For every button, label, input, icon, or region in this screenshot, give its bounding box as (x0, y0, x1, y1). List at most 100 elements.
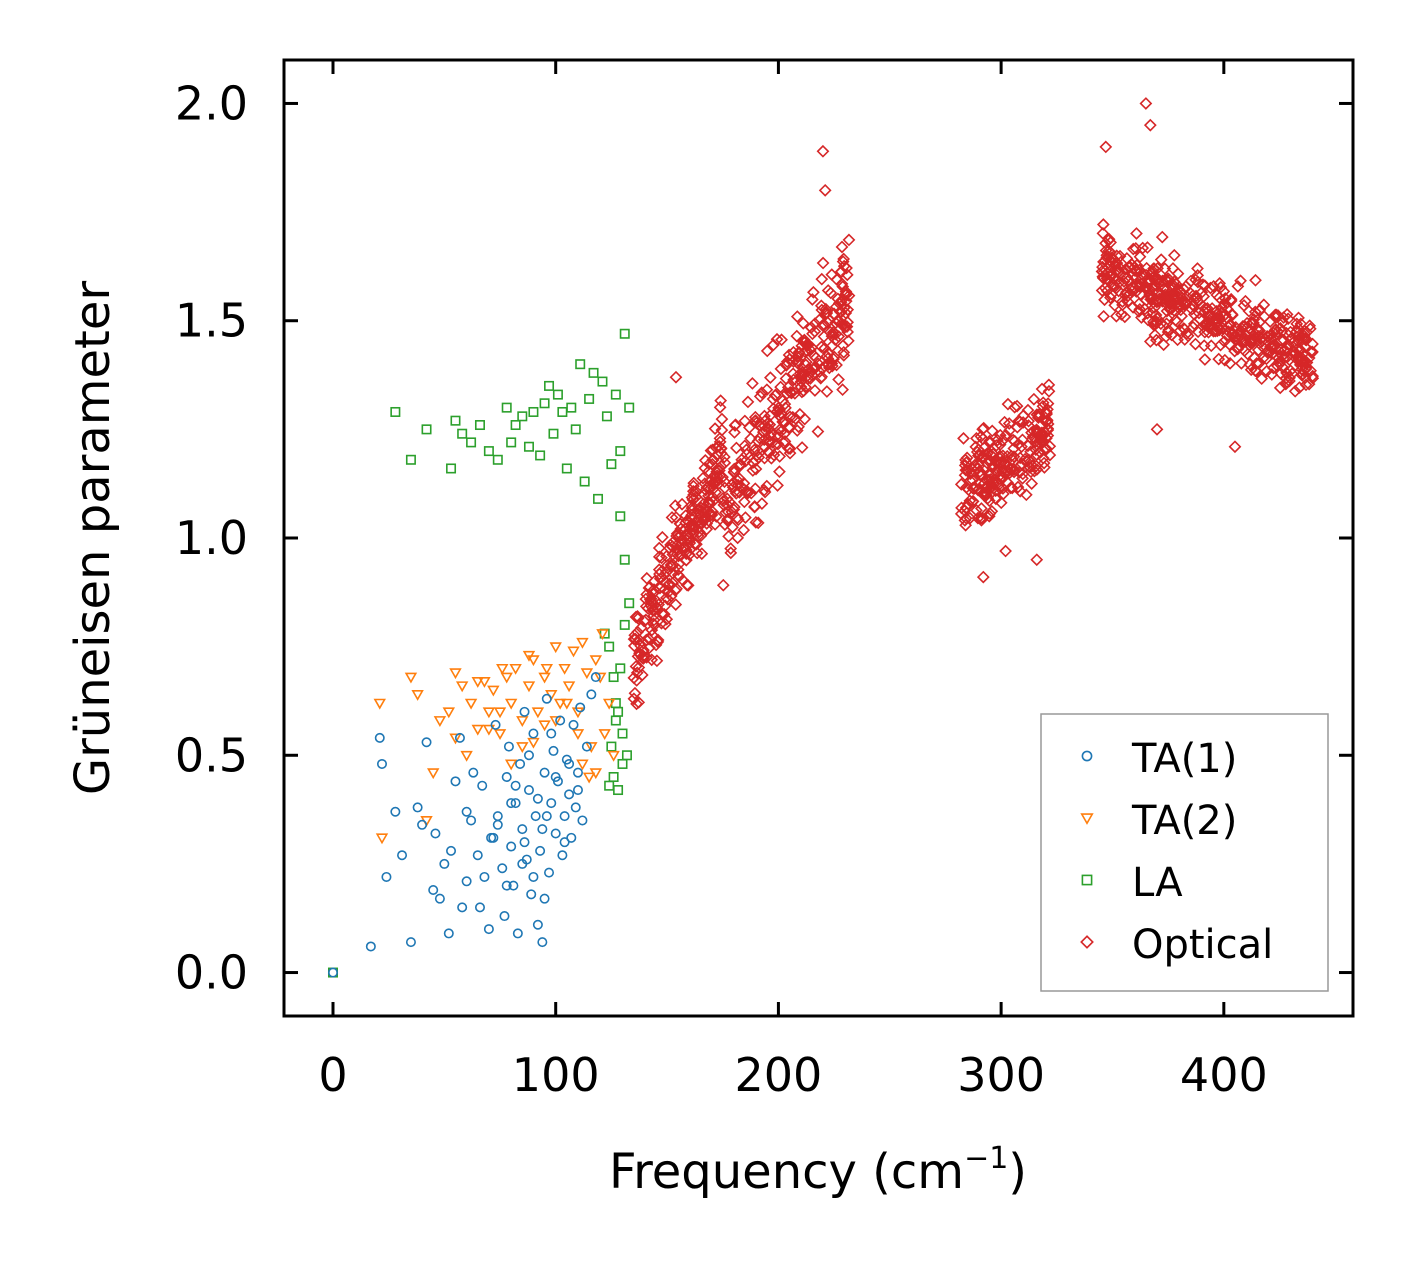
point-ta-1-51 (544, 867, 555, 878)
point-optical-c3-480 (1110, 249, 1124, 263)
point-ta-2-24 (538, 672, 551, 684)
point-ta-1-34 (506, 841, 517, 852)
point-optical-c2-188 (999, 464, 1012, 478)
point-optical-c1-225 (779, 372, 793, 385)
point-optical-c2-175 (1033, 446, 1047, 459)
point-optical-c3-460 (1212, 291, 1226, 305)
point-optical-c2-233 (1036, 399, 1050, 413)
point-optical-c0-29 (675, 497, 689, 511)
point-optical-c1-284 (770, 332, 784, 346)
point-ta-1-79 (559, 837, 570, 848)
point-optical-c2-227 (981, 491, 995, 505)
point-la-1 (390, 406, 401, 417)
point-optical-c3-165 (1179, 279, 1193, 293)
point-la-3 (421, 424, 432, 435)
point-optical-c3-443 (1229, 320, 1243, 334)
point-optical-c1-209 (817, 318, 831, 332)
point-optical-c3-345 (1279, 377, 1293, 391)
point-optical-c1-308 (836, 318, 849, 332)
point-la-13 (510, 420, 521, 431)
point-optical-c1-278 (720, 514, 734, 527)
point-optical-c1-273 (739, 485, 753, 499)
point-optical-c1-319 (767, 338, 780, 352)
point-optical-c1-151 (807, 285, 820, 299)
point-ta-1-53 (548, 745, 559, 756)
point-optical-c2-198 (993, 438, 1007, 451)
point-optical-c2-96 (991, 433, 1004, 447)
point-ta-1-54 (550, 828, 561, 839)
point-optical-c3-448 (1191, 269, 1205, 282)
point-ta-1-65 (575, 702, 586, 713)
point-ta-2-10 (460, 750, 473, 762)
point-optical-c1-42 (744, 486, 758, 500)
point-optical-c3-512 (1145, 292, 1158, 306)
point-optical-c0-64 (714, 394, 728, 408)
point-optical-c1-161 (842, 233, 856, 247)
legend-marker-ta-1 (1081, 750, 1093, 762)
point-ta-1-57 (557, 850, 568, 861)
point-optical-c3-249 (1154, 253, 1168, 267)
point-optical-c3-486 (1286, 349, 1300, 362)
point-optical-c2-208 (1035, 426, 1049, 440)
point-optical-c0-138 (708, 422, 722, 436)
point-optical-c1-303 (778, 434, 792, 448)
point-ta-1-83 (528, 871, 539, 882)
point-optical-c1-81 (794, 380, 808, 394)
point-optical-c1-241 (728, 426, 741, 439)
point-optical-c3-428 (1236, 333, 1250, 347)
point-optical-c3-431 (1160, 304, 1174, 318)
point-optical-c2-205 (996, 487, 1010, 501)
point-optical-c2-234 (974, 467, 988, 481)
point-optical-c3-336 (1141, 241, 1154, 254)
point-optical-c0-221 (685, 508, 698, 522)
point-optical-c1-67 (746, 464, 760, 477)
point-optical-c0-254 (628, 686, 642, 700)
point-optical-c3-441 (1147, 262, 1161, 276)
point-ta-1-5 (390, 806, 401, 817)
point-optical-c1-267 (773, 409, 787, 423)
point-optical-c1-263 (718, 456, 732, 470)
point-optical-c0-251 (658, 599, 672, 613)
point-la-31 (597, 376, 608, 387)
point-optical-c0-118 (668, 499, 682, 513)
point-optical-c0-144 (671, 563, 685, 577)
point-ta-2-52 (576, 759, 589, 771)
point-optical-c3-475 (1274, 321, 1287, 335)
point-optical-c1-112 (718, 518, 732, 531)
point-la-2 (405, 454, 416, 465)
point-optical-c3-450 (1206, 310, 1220, 323)
point-optical-c1-121 (819, 302, 833, 316)
point-optical-c3-459 (1175, 309, 1188, 323)
point-optical-c2-177 (970, 445, 984, 459)
point-optical-c3-429 (1099, 236, 1112, 250)
point-optical-c3-292 (1118, 310, 1132, 324)
point-optical-c1-143 (731, 513, 745, 527)
point-optical-c3-347 (1155, 230, 1169, 244)
point-optical-c3-162 (1106, 277, 1120, 291)
point-ta-1-77 (474, 902, 485, 913)
point-optical-c3-16 (1228, 344, 1242, 358)
point-optical-c2-230 (1022, 419, 1035, 432)
point-ta-2-20 (516, 716, 529, 727)
point-optical-c3-451 (1098, 254, 1112, 268)
point-optical-c1-259 (786, 410, 800, 424)
point-optical-c1-257 (758, 409, 771, 423)
point-ta-2-47 (538, 720, 551, 732)
point-optical-c0-215 (652, 541, 666, 555)
point-optical-c1-313 (769, 437, 782, 451)
point-optical-c0-249 (646, 587, 660, 600)
point-optical-c1-317 (820, 306, 834, 320)
point-ta-2-38 (602, 698, 616, 710)
point-optical-c3-516 (1099, 244, 1113, 257)
point-optical-c3-398 (1293, 381, 1306, 394)
point-optical-c1-294 (782, 348, 796, 362)
point-optical-c0-164 (686, 484, 700, 498)
point-optical-c3-384 (1249, 273, 1262, 287)
point-optical-c3-389 (1298, 355, 1311, 369)
point-ta-2-39 (607, 750, 620, 762)
point-optical-c3-260 (1276, 361, 1290, 375)
point-la-32 (601, 411, 612, 422)
point-optical-c3-376 (1271, 359, 1284, 373)
point-ta-1-68 (586, 689, 597, 700)
point-optical-c1-255 (779, 358, 793, 372)
